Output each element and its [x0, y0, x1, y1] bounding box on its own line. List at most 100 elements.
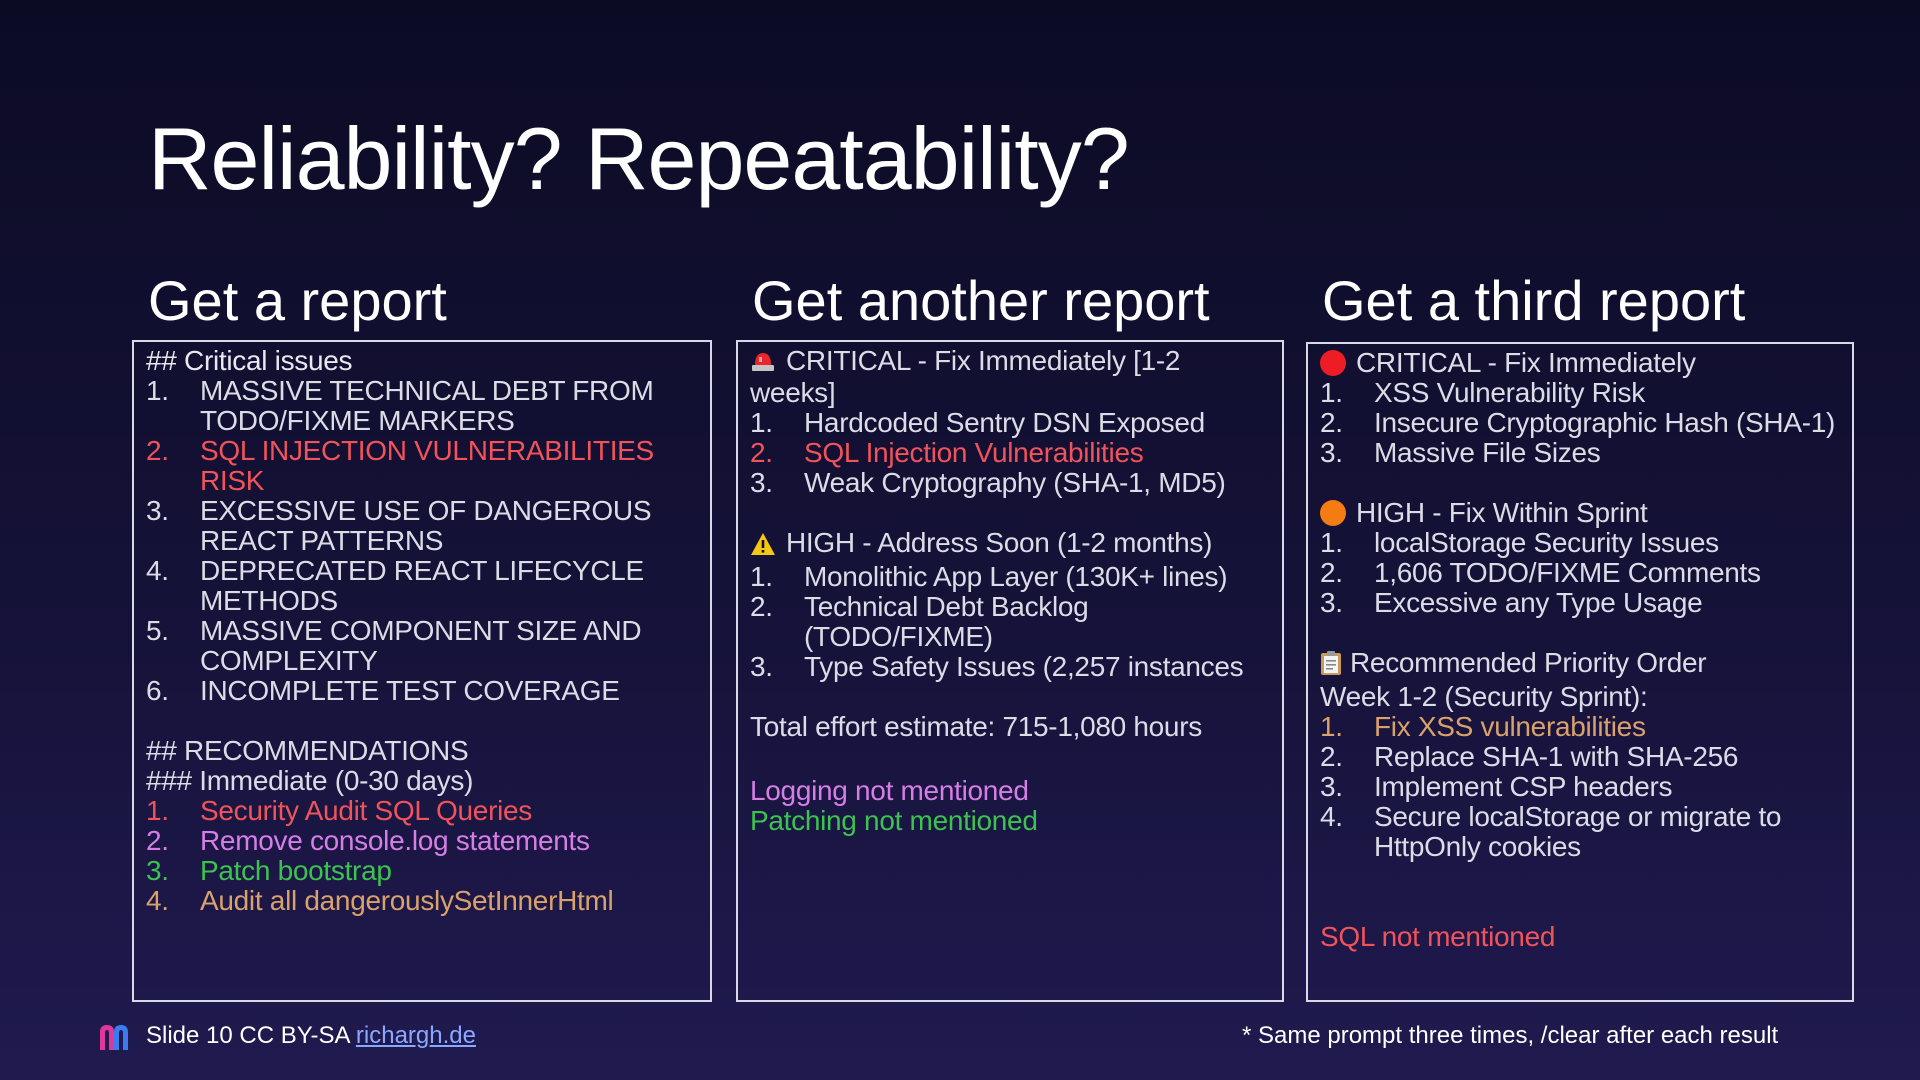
logging-note: Logging not mentioned — [750, 775, 1029, 806]
list-number: 1. — [1320, 711, 1343, 742]
high-header: HIGH - Fix Within Sprint — [1320, 498, 1840, 528]
list-text-continuation: RISK — [200, 465, 265, 496]
police-light-icon — [750, 348, 776, 378]
high-item: 3. Type Safety Issues (2,257 instances — [750, 652, 1270, 682]
list-text: localStorage Security Issues — [1374, 528, 1840, 558]
list-number: 3. — [750, 651, 773, 682]
recommendation-item: 3. Patch bootstrap — [146, 856, 698, 886]
critical-header-continuation: weeks] — [750, 377, 836, 408]
list-text-line: Monolithic App Layer (130K+ lines) — [804, 561, 1228, 592]
list-number: 3. — [1320, 437, 1343, 468]
critical-issue-item: 3. EXCESSIVE USE OF DANGEROUS REACT PATTER… — [146, 496, 698, 556]
list-number: 2. — [146, 435, 169, 466]
list-number: 4. — [146, 885, 169, 916]
list-text: Type Safety Issues (2,257 instances — [804, 652, 1270, 682]
list-text-continuation: COMPLEXITY — [200, 645, 378, 676]
list-number: 1. — [146, 375, 169, 406]
priority-header-text: Recommended Priority Order — [1350, 647, 1707, 678]
slide-footer: Slide 10 CC BY-SA richargh.de — [146, 1022, 476, 1050]
logo-icon — [98, 1022, 134, 1057]
priority-header: Recommended Priority Order — [1320, 648, 1840, 682]
list-text-line: Massive File Sizes — [1374, 437, 1601, 468]
list-text-line: XSS Vulnerability Risk — [1374, 377, 1645, 408]
list-text: Massive File Sizes — [1374, 438, 1840, 468]
list-number: 4. — [1320, 801, 1343, 832]
list-number: 5. — [146, 615, 169, 646]
list-number: 1. — [146, 795, 169, 826]
warning-icon — [750, 532, 776, 562]
list-number: 1. — [1320, 527, 1343, 558]
list-text-line: Insecure Cryptographic Hash (SHA-1) — [1374, 407, 1836, 438]
list-text-line: SQL INJECTION VULNERABILITIES — [200, 435, 654, 466]
list-number: 1. — [750, 561, 773, 592]
list-text-line: Weak Cryptography (SHA-1, MD5) — [804, 467, 1226, 498]
list-text: Insecure Cryptographic Hash (SHA-1) — [1374, 408, 1840, 438]
critical-issue-item: 4. DEPRECATED REACT LIFECYCLE METHODS — [146, 556, 698, 616]
recommendation-item: 4. Audit all dangerouslySetInnerHtml — [146, 886, 698, 916]
sql-note: SQL not mentioned — [1320, 921, 1556, 952]
list-text: Excessive any Type Usage — [1374, 588, 1840, 618]
high-header: HIGH - Address Soon (1-2 months) — [750, 528, 1270, 562]
critical-issues-list: 1. MASSIVE TECHNICAL DEBT FROM TODO/FIXME … — [146, 376, 698, 706]
list-text-line: MASSIVE TECHNICAL DEBT FROM — [200, 375, 654, 406]
critical-header-text: CRITICAL - Fix Immediately — [1356, 347, 1696, 378]
list-text: Remove console.log statements — [200, 826, 698, 856]
red-circle-icon — [1320, 350, 1346, 376]
list-number: 2. — [1320, 407, 1343, 438]
high-header-text: HIGH - Address Soon (1-2 months) — [786, 527, 1213, 558]
high-item: 2. Technical Debt Backlog (TODO/FIXME) — [750, 592, 1270, 652]
list-number: 1. — [750, 407, 773, 438]
list-text-line: Patch bootstrap — [200, 855, 392, 886]
high-item: 2. 1,606 TODO/FIXME Comments — [1320, 558, 1840, 588]
richargh-link[interactable]: richargh.de — [355, 1022, 476, 1049]
list-text: SQL Injection Vulnerabilities — [804, 438, 1270, 468]
critical-item: 2. Insecure Cryptographic Hash (SHA-1) — [1320, 408, 1840, 438]
priority-item: 3. Implement CSP headers — [1320, 772, 1840, 802]
critical-item: 1. XSS Vulnerability Risk — [1320, 378, 1840, 408]
list-text: DEPRECATED REACT LIFECYCLE METHODS — [200, 556, 698, 616]
critical-issue-item: 6. INCOMPLETE TEST COVERAGE — [146, 676, 698, 706]
critical-header: CRITICAL - Fix Immediately — [1320, 348, 1840, 378]
critical-item: 1. Hardcoded Sentry DSN Exposed — [750, 408, 1270, 438]
list-text-line: 1,606 TODO/FIXME Comments — [1374, 557, 1761, 588]
list-text: XSS Vulnerability Risk — [1374, 378, 1840, 408]
list-text: Patch bootstrap — [200, 856, 698, 886]
high-item: 1. localStorage Security Issues — [1320, 528, 1840, 558]
report-1-box: ## Critical issues 1. MASSIVE TECHNICAL D… — [132, 340, 712, 1002]
critical-header-text: CRITICAL - Fix Immediately [1-2 — [786, 345, 1181, 376]
list-text-line: Technical Debt Backlog — [804, 591, 1089, 622]
list-text-continuation: (TODO/FIXME) — [804, 621, 993, 652]
list-number: 3. — [146, 855, 169, 886]
list-text-line: EXCESSIVE USE OF DANGEROUS — [200, 495, 652, 526]
list-number: 3. — [1320, 771, 1343, 802]
high-header-text: HIGH - Fix Within Sprint — [1356, 497, 1648, 528]
high-list: 1. Monolithic App Layer (130K+ lines) 2. Te… — [750, 562, 1270, 682]
high-list: 1. localStorage Security Issues 2. 1,606 TO… — [1320, 528, 1840, 618]
list-text: Hardcoded Sentry DSN Exposed — [804, 408, 1270, 438]
list-text-line: localStorage Security Issues — [1374, 527, 1719, 558]
list-number: 2. — [146, 825, 169, 856]
list-text-line: INCOMPLETE TEST COVERAGE — [200, 675, 620, 706]
list-text: Technical Debt Backlog (TODO/FIXME) — [804, 592, 1270, 652]
list-text: Monolithic App Layer (130K+ lines) — [804, 562, 1270, 592]
list-number: 2. — [1320, 557, 1343, 588]
critical-issue-item: 1. MASSIVE TECHNICAL DEBT FROM TODO/FIXME … — [146, 376, 698, 436]
footer-note: * Same prompt three times, /clear after … — [1242, 1022, 1779, 1049]
list-number: 6. — [146, 675, 169, 706]
list-text-continuation: METHODS — [200, 585, 338, 616]
slide-label: Slide 10 CC BY-SA — [146, 1022, 356, 1049]
column-3-heading: Get a third report — [1322, 269, 1746, 332]
recommendations-header: ## RECOMMENDATIONS — [146, 735, 469, 766]
report-2-box: CRITICAL - Fix Immediately [1-2 weeks] 1… — [736, 340, 1284, 1002]
priority-item: 1. Fix XSS vulnerabilities — [1320, 712, 1840, 742]
priority-item: 4. Secure localStorage or migrate to HttpO… — [1320, 802, 1840, 862]
list-text-line: Implement CSP headers — [1374, 771, 1673, 802]
list-text: Secure localStorage or migrate to HttpOnl… — [1374, 802, 1840, 862]
patching-note: Patching not mentioned — [750, 805, 1038, 836]
report-3-box: CRITICAL - Fix Immediately 1. XSS Vulnera… — [1306, 342, 1854, 1002]
column-2-heading: Get another report — [752, 269, 1210, 332]
list-text: Audit all dangerouslySetInnerHtml — [200, 886, 698, 916]
critical-issue-item: 5. MASSIVE COMPONENT SIZE AND COMPLEXITY — [146, 616, 698, 676]
list-text: MASSIVE TECHNICAL DEBT FROM TODO/FIXME MA… — [200, 376, 698, 436]
list-number: 4. — [146, 555, 169, 586]
